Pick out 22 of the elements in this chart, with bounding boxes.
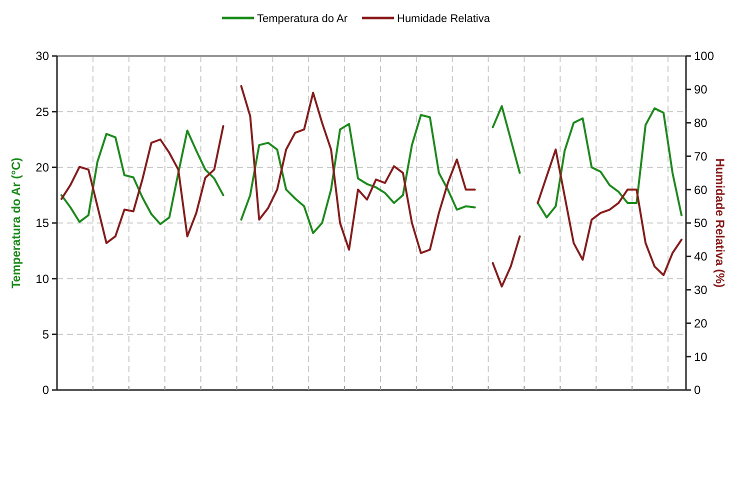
y2-tick-label: 70 (694, 149, 708, 164)
y-tick-label: 0 (42, 383, 50, 398)
y2-tick-label: 0 (694, 383, 701, 398)
y-tick-label: 25 (36, 104, 50, 119)
y2-tick-label: 90 (694, 82, 708, 97)
y2-tick-label: 50 (694, 216, 708, 230)
y2-tick-label: 20 (694, 316, 708, 330)
y-tick-label: 10 (36, 272, 50, 286)
y-tick-label: 20 (36, 160, 50, 175)
y2-tick-label: 80 (694, 116, 708, 130)
legend-label: Humidade Relativa (397, 12, 491, 25)
y-tick-label: 15 (36, 216, 50, 230)
y-axis-title: Temperatura do Ar (°C) (9, 158, 23, 288)
y2-tick-label: 40 (694, 250, 708, 264)
y2-tick-label: 60 (694, 182, 708, 197)
y2-tick-label: 100 (694, 49, 714, 64)
legend-label: Temperatura do Ar (257, 12, 348, 25)
y2-tick-label: 10 (694, 350, 708, 364)
y2-tick-label: 30 (694, 283, 708, 297)
y-tick-label: 30 (36, 49, 50, 64)
y-tick-label: 5 (42, 328, 50, 342)
y2-axis-title: Humidade Relativa (%) (713, 158, 727, 288)
